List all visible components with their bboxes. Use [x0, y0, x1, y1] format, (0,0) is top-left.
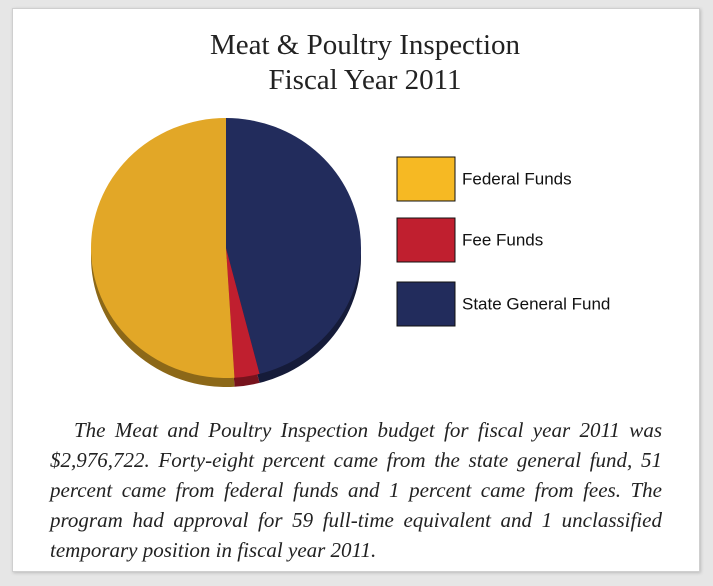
legend-swatch — [396, 281, 456, 327]
chart-title: Fiscal Year 2011 — [268, 64, 461, 96]
pie-slice — [226, 118, 361, 374]
caption: The Meat and Poultry Inspection budget f… — [50, 418, 662, 562]
legend-swatch — [396, 156, 456, 202]
legend-label: State General Fund — [462, 294, 610, 313]
pie-slice — [90, 118, 235, 378]
legend-label: Fee Funds — [462, 230, 543, 249]
legend-swatch — [396, 217, 456, 263]
legend-label: Federal Funds — [462, 169, 572, 188]
chart-title: Meat & Poultry Inspection — [210, 29, 521, 61]
pie-slice — [226, 248, 260, 378]
